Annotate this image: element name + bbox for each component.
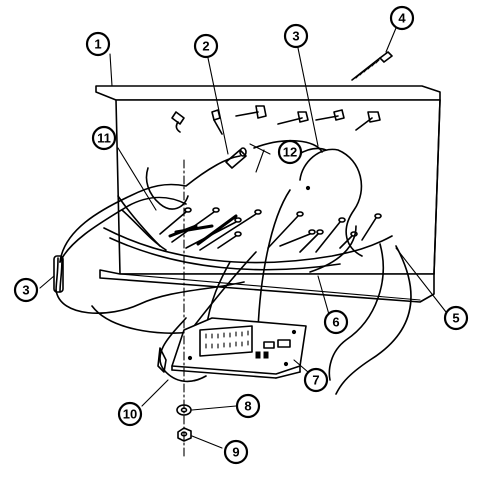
callout-4: 4 bbox=[389, 5, 415, 31]
callout-6-label: 6 bbox=[332, 315, 339, 330]
circuit-board bbox=[171, 317, 307, 379]
callout-1-label: 1 bbox=[94, 37, 101, 52]
callout-9-label: 9 bbox=[232, 445, 239, 460]
callout-2: 2 bbox=[193, 33, 219, 59]
callout-7: 7 bbox=[303, 367, 329, 393]
callout-1: 1 bbox=[85, 31, 111, 57]
connector-pins bbox=[205, 330, 249, 349]
wire-clamp bbox=[157, 347, 167, 373]
callout-3-left-label: 3 bbox=[22, 283, 29, 298]
callout-5-label: 5 bbox=[452, 311, 459, 326]
callout-8: 8 bbox=[235, 393, 261, 419]
harness-sleeve bbox=[53, 255, 64, 293]
callout-12-label: 12 bbox=[283, 145, 297, 160]
callout-4-label: 4 bbox=[398, 11, 406, 26]
callout-12: 12 bbox=[277, 139, 303, 165]
callout-3-left: 3 bbox=[13, 277, 39, 303]
bracket-panel bbox=[95, 85, 441, 303]
callout-8-label: 8 bbox=[244, 399, 251, 414]
callout-2-label: 2 bbox=[202, 39, 209, 54]
callout-7-label: 7 bbox=[312, 373, 319, 388]
callout-9: 9 bbox=[223, 439, 249, 465]
wire-terminals bbox=[159, 185, 382, 253]
leader-lines bbox=[39, 27, 447, 449]
screw bbox=[351, 51, 393, 81]
panel-studs bbox=[171, 105, 381, 135]
callout-3-top: 3 bbox=[283, 23, 309, 49]
callout-6: 6 bbox=[323, 309, 349, 335]
callout-11: 11 bbox=[91, 125, 117, 151]
callout-10-label: 10 bbox=[123, 407, 137, 422]
callout-5: 5 bbox=[443, 305, 469, 331]
sleeve bbox=[225, 147, 247, 169]
callout-10: 10 bbox=[117, 401, 143, 427]
callout-11-label: 11 bbox=[97, 131, 111, 146]
callout-3-top-label: 3 bbox=[292, 29, 299, 44]
